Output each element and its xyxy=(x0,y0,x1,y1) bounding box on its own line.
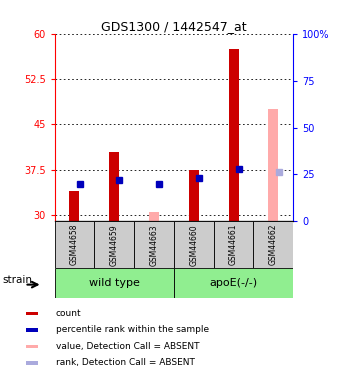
Text: rank, Detection Call = ABSENT: rank, Detection Call = ABSENT xyxy=(56,358,195,368)
Text: apoE(-/-): apoE(-/-) xyxy=(209,278,258,288)
Title: GDS1300 / 1442547_at: GDS1300 / 1442547_at xyxy=(101,20,247,33)
Text: GSM44662: GSM44662 xyxy=(269,224,278,266)
Text: GSM44663: GSM44663 xyxy=(149,224,159,266)
Bar xyxy=(27,312,38,315)
Bar xyxy=(55,268,174,298)
Bar xyxy=(214,221,253,268)
Bar xyxy=(109,152,119,221)
Bar xyxy=(174,268,293,298)
Bar xyxy=(27,328,38,332)
Bar xyxy=(27,345,38,348)
Bar xyxy=(268,110,278,221)
Bar xyxy=(228,49,239,221)
Text: GSM44658: GSM44658 xyxy=(70,224,79,266)
Bar xyxy=(253,221,293,268)
Bar xyxy=(189,170,199,221)
Bar xyxy=(149,212,159,221)
Bar xyxy=(27,362,38,365)
Bar xyxy=(70,191,79,221)
Text: percentile rank within the sample: percentile rank within the sample xyxy=(56,326,209,334)
Text: count: count xyxy=(56,309,81,318)
Text: strain: strain xyxy=(3,274,33,285)
Bar xyxy=(55,221,94,268)
Text: GSM44661: GSM44661 xyxy=(229,224,238,266)
Bar xyxy=(134,221,174,268)
Text: GSM44660: GSM44660 xyxy=(189,224,198,266)
Bar xyxy=(174,221,214,268)
Text: GSM44659: GSM44659 xyxy=(110,224,119,266)
Bar xyxy=(94,221,134,268)
Text: value, Detection Call = ABSENT: value, Detection Call = ABSENT xyxy=(56,342,199,351)
Text: wild type: wild type xyxy=(89,278,140,288)
